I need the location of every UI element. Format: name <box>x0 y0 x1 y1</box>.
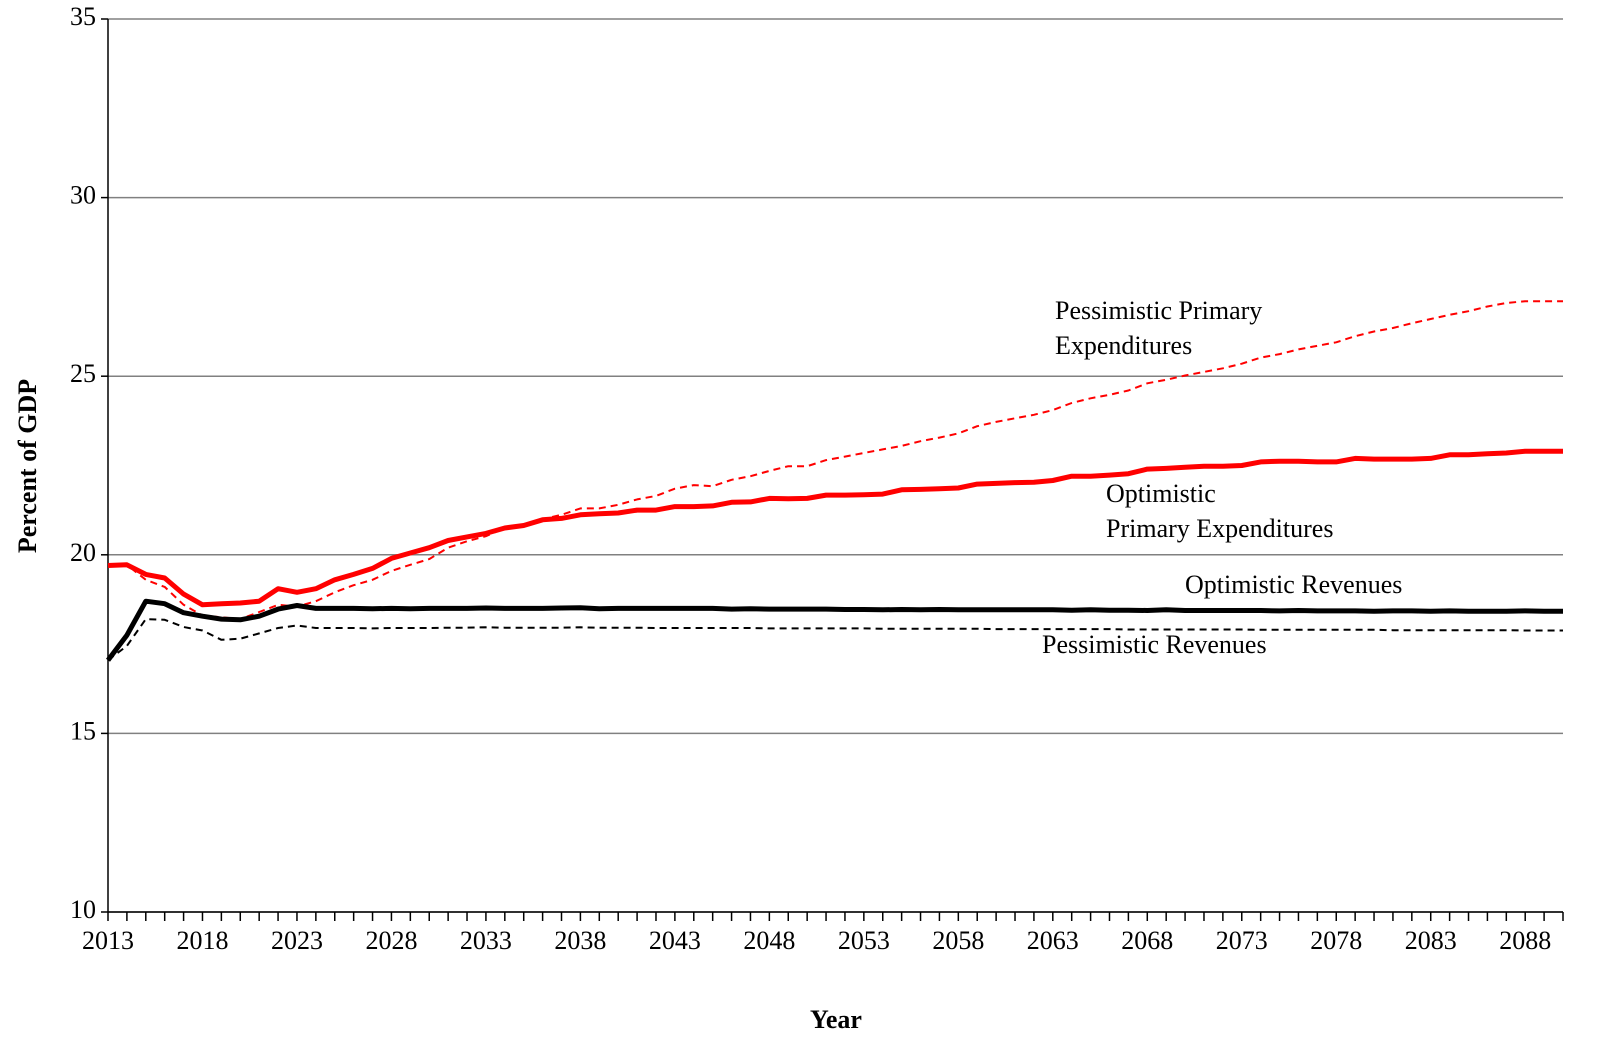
y-tick-label: 30 <box>70 181 96 210</box>
series-line <box>106 598 1563 662</box>
x-axis-title: Year <box>810 1005 862 1034</box>
series-line <box>107 300 1563 621</box>
y-tick-label: 10 <box>70 895 96 924</box>
x-tick-label: 2068 <box>1121 926 1173 955</box>
series-label: Pessimistic Revenues <box>1042 630 1267 659</box>
series-label: Optimistic <box>1106 479 1216 508</box>
x-tick-label: 2013 <box>82 926 134 955</box>
x-tick-label: 2058 <box>932 926 984 955</box>
x-tick-label: 2083 <box>1405 926 1457 955</box>
y-tick-label: 20 <box>70 538 96 567</box>
series-label: Expenditures <box>1055 331 1192 360</box>
x-tick-label: 2043 <box>649 926 701 955</box>
y-tick-label: 25 <box>70 359 96 388</box>
x-tick-label: 2038 <box>554 926 606 955</box>
x-tick-label: 2023 <box>271 926 323 955</box>
x-tick-label: 2073 <box>1216 926 1268 955</box>
y-axis-title: Percent of GDP <box>13 379 42 553</box>
x-tick-label: 2063 <box>1027 926 1079 955</box>
y-tick-label: 15 <box>70 716 96 745</box>
series-line <box>107 448 1563 608</box>
y-tick-label: 35 <box>70 2 96 31</box>
x-tick-label: 2048 <box>743 926 795 955</box>
series-label: Primary Expenditures <box>1106 514 1333 543</box>
x-tick-label: 2053 <box>838 926 890 955</box>
x-tick-label: 2033 <box>460 926 512 955</box>
series-label: Pessimistic Primary <box>1055 296 1262 325</box>
series-label: Optimistic Revenues <box>1185 570 1402 599</box>
series-line <box>107 618 1563 661</box>
x-tick-label: 2088 <box>1499 926 1551 955</box>
x-tick-label: 2028 <box>365 926 417 955</box>
x-tick-label: 2018 <box>176 926 228 955</box>
x-tick-label: 2078 <box>1310 926 1362 955</box>
